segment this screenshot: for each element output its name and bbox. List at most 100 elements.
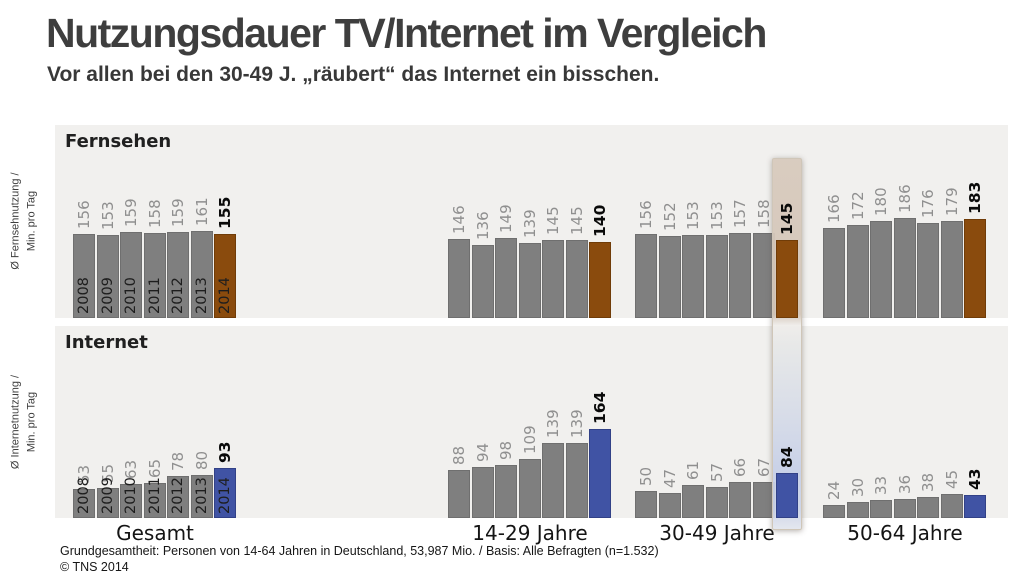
bar-internet-30-49-jahre-2009 — [659, 493, 681, 518]
bar-internet-50-64-jahre-2011 — [894, 499, 916, 518]
panel-tv: Fernsehen 156 2008 153 2009 159 2010 158 2011 15… — [55, 125, 1008, 318]
bar-internet-gesamt-2009 — [97, 488, 119, 518]
bar-tv-gesamt-2013 — [191, 231, 213, 318]
bar-internet-gesamt-2011 — [144, 483, 166, 518]
bar-value-label: 145 — [778, 202, 796, 235]
bar-tv-14-29-jahre-2013 — [566, 240, 588, 318]
bar-value-label: 158 — [146, 199, 164, 228]
footnote: Grundgesamtheit: Personen von 14-64 Jahr… — [60, 544, 659, 558]
bar-tv-50-64-jahre-2009 — [847, 225, 869, 318]
bar-value-label: 153 — [684, 201, 702, 230]
bar-internet-50-64-jahre-2013 — [941, 494, 963, 518]
bar-tv-50-64-jahre-2012 — [917, 223, 939, 318]
bar-value-label: 47 — [661, 468, 679, 488]
bar-value-label: 24 — [825, 480, 843, 500]
bar-tv-gesamt-2014 — [214, 234, 236, 318]
bar-year-label: 2014 — [217, 477, 233, 514]
group-label-gesamt: Gesamt — [116, 521, 194, 545]
group-label-30-49-jahre: 30-49 Jahre — [659, 521, 775, 545]
bar-year-label: 2009 — [100, 477, 116, 514]
bar-internet-gesamt-2010 — [120, 484, 142, 518]
group-labels: Gesamt 14-29 Jahre 30-49 Jahre 50-64 Jahre — [0, 521, 1016, 549]
bar-year-label: 2012 — [170, 477, 186, 514]
bar-internet-30-49-jahre-2008 — [635, 491, 657, 518]
bar-value-label: 88 — [450, 445, 468, 465]
bar-tv-30-49-jahre-2011 — [706, 235, 728, 318]
bar-internet-14-29-jahre-2011 — [519, 459, 541, 518]
bar-tv-30-49-jahre-2014 — [776, 240, 798, 318]
bar-tv-gesamt-2008 — [73, 234, 95, 318]
bar-value-label: 155 — [216, 196, 234, 229]
bar-internet-50-64-jahre-2012 — [917, 497, 939, 518]
bar-internet-gesamt-2014 — [214, 468, 236, 518]
bar-value-label: 159 — [122, 198, 140, 227]
bar-internet-14-29-jahre-2013 — [566, 443, 588, 518]
bar-value-label: 78 — [169, 451, 187, 471]
bar-tv-50-64-jahre-2008 — [823, 228, 845, 318]
bar-value-label: 139 — [568, 409, 586, 438]
bar-value-label: 159 — [169, 198, 187, 227]
bar-value-label: 66 — [731, 457, 749, 477]
bar-year-label: 2011 — [147, 477, 163, 514]
bar-value-label: 145 — [544, 206, 562, 235]
chart-area: Ø Fernsehnutzung / Min. pro Tag Ø Intern… — [0, 125, 1016, 555]
panel-title-tv: Fernsehen — [65, 131, 172, 152]
bar-tv-30-49-jahre-2010 — [682, 235, 704, 318]
bar-internet-14-29-jahre-2014 — [589, 429, 611, 518]
bar-value-label: 33 — [872, 475, 890, 495]
bar-year-label: 2010 — [123, 477, 139, 514]
bar-value-label: 50 — [637, 466, 655, 486]
bar-value-label: 166 — [825, 194, 843, 223]
bar-value-label: 139 — [521, 209, 539, 238]
bar-value-label: 145 — [568, 206, 586, 235]
bar-internet-gesamt-2012 — [167, 476, 189, 518]
bar-tv-14-29-jahre-2012 — [542, 240, 564, 318]
bar-value-label: 156 — [637, 200, 655, 229]
bar-value-label: 149 — [497, 204, 515, 233]
copyright: © TNS 2014 — [60, 560, 129, 574]
bar-tv-30-49-jahre-2012 — [729, 233, 751, 318]
bar-value-label: 43 — [966, 468, 984, 490]
bar-year-label: 2008 — [76, 277, 92, 314]
bar-value-label: 186 — [896, 184, 914, 213]
bar-tv-gesamt-2009 — [97, 235, 119, 318]
bar-year-label: 2014 — [217, 277, 233, 314]
y-axis-label-tv: Ø Fernsehnutzung / Min. pro Tag — [9, 172, 38, 270]
bar-value-label: 146 — [450, 205, 468, 234]
group-label-50-64-jahre: 50-64 Jahre — [847, 521, 963, 545]
bar-year-label: 2012 — [170, 277, 186, 314]
bar-value-label: 153 — [708, 201, 726, 230]
panel-internet: Internet 53 2008 55 2009 63 2010 65 2011 78 2012 8… — [55, 326, 1008, 518]
bar-value-label: 109 — [521, 425, 539, 454]
bar-internet-50-64-jahre-2008 — [823, 505, 845, 518]
bar-internet-50-64-jahre-2014 — [964, 495, 986, 518]
bar-internet-50-64-jahre-2009 — [847, 502, 869, 518]
bar-value-label: 152 — [661, 202, 679, 231]
bar-value-label: 61 — [684, 460, 702, 480]
bar-value-label: 136 — [474, 211, 492, 240]
bar-value-label: 94 — [474, 442, 492, 462]
y-axis-label-internet: Ø Internetnutzung / Min. pro Tag — [9, 374, 38, 470]
bar-tv-gesamt-2011 — [144, 233, 166, 318]
bar-internet-30-49-jahre-2014 — [776, 473, 798, 518]
bar-tv-30-49-jahre-2008 — [635, 234, 657, 318]
bar-value-label: 158 — [755, 199, 773, 228]
bar-year-label: 2009 — [100, 277, 116, 314]
bar-internet-gesamt-2008 — [73, 489, 95, 518]
bar-value-label: 139 — [544, 409, 562, 438]
bar-value-label: 84 — [778, 446, 796, 468]
bar-value-label: 36 — [896, 474, 914, 494]
bar-internet-14-29-jahre-2012 — [542, 443, 564, 518]
highlight-strip-30-49-2014 — [772, 158, 802, 530]
bar-tv-14-29-jahre-2008 — [448, 239, 470, 318]
bar-year-label: 2011 — [147, 277, 163, 314]
bar-value-label: 38 — [919, 472, 937, 492]
bar-tv-14-29-jahre-2009 — [472, 245, 494, 318]
bar-internet-14-29-jahre-2010 — [495, 465, 517, 518]
bar-value-label: 57 — [708, 462, 726, 482]
bar-value-label: 140 — [591, 204, 609, 237]
bar-year-label: 2013 — [194, 477, 210, 514]
bar-year-label: 2010 — [123, 277, 139, 314]
bar-value-label: 30 — [849, 477, 867, 497]
bar-tv-14-29-jahre-2011 — [519, 243, 541, 318]
